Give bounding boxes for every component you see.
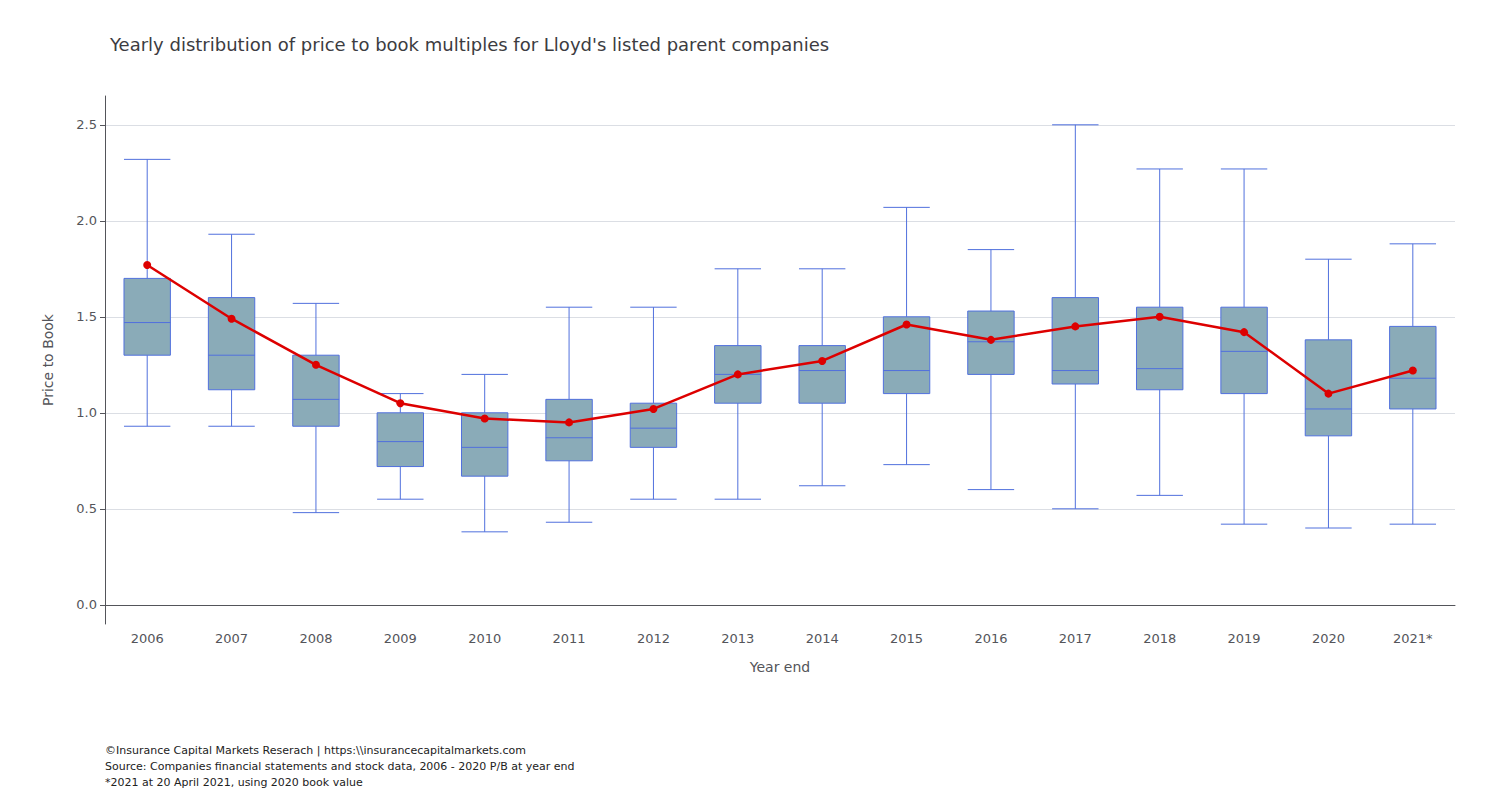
svg-text:2016: 2016: [974, 631, 1007, 646]
svg-text:2015: 2015: [890, 631, 923, 646]
svg-text:*2021 at 20 April 2021, using: *2021 at 20 April 2021, using 2020 book …: [105, 776, 363, 789]
svg-text:2018: 2018: [1143, 631, 1176, 646]
svg-text:2.0: 2.0: [76, 213, 97, 228]
svg-text:2020: 2020: [1312, 631, 1345, 646]
svg-text:1.0: 1.0: [76, 405, 97, 420]
svg-text:1.5: 1.5: [76, 309, 97, 324]
svg-text:2007: 2007: [215, 631, 248, 646]
svg-text:0.5: 0.5: [76, 501, 97, 516]
svg-text:2011: 2011: [553, 631, 586, 646]
svg-text:2010: 2010: [468, 631, 501, 646]
svg-text:2008: 2008: [299, 631, 332, 646]
svg-text:2012: 2012: [637, 631, 670, 646]
svg-text:Source: Companies financial st: Source: Companies financial statements a…: [105, 760, 575, 773]
svg-text:0.0: 0.0: [76, 597, 97, 612]
svg-text:2014: 2014: [806, 631, 839, 646]
svg-text:2021*: 2021*: [1393, 631, 1433, 646]
svg-text:Price to Book: Price to Book: [40, 313, 56, 406]
svg-text:2.5: 2.5: [76, 117, 97, 132]
svg-text:2009: 2009: [384, 631, 417, 646]
svg-text:2006: 2006: [131, 631, 164, 646]
svg-text:Yearly distribution of price t: Yearly distribution of price to book mul…: [109, 34, 829, 55]
svg-text:Year end: Year end: [749, 659, 810, 675]
svg-text:2019: 2019: [1228, 631, 1261, 646]
svg-text:2017: 2017: [1059, 631, 1092, 646]
svg-text:©Insurance Capital Markets Res: ©Insurance Capital Markets Reserach | ht…: [105, 744, 526, 757]
svg-text:2013: 2013: [721, 631, 754, 646]
